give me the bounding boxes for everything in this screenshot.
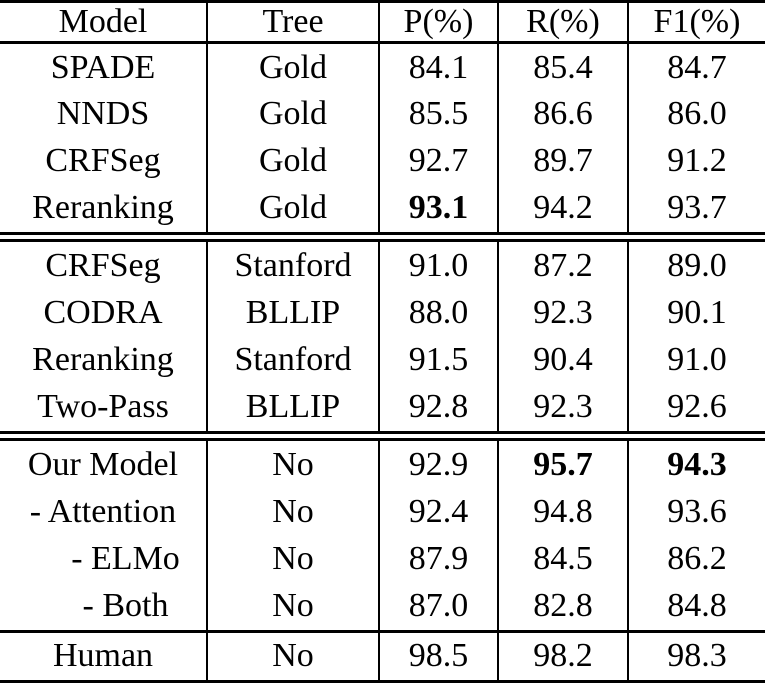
cell-recall: 92.3 <box>497 290 628 337</box>
cell-precision: 85.5 <box>378 91 498 138</box>
col-header-model: Model <box>58 3 148 40</box>
cell-recall: 90.4 <box>497 336 628 384</box>
cell-f1: 90.1 <box>627 290 765 337</box>
table-row: Reranking Gold 93.1 94.2 93.7 <box>0 184 765 238</box>
table-row: - Both No 87.0 82.8 84.8 <box>0 582 765 631</box>
cell-tree: Stanford <box>206 237 379 291</box>
cell-model: Reranking <box>32 189 174 227</box>
table-row: SPADE Gold 84.1 85.4 84.7 <box>0 42 765 92</box>
cell-recall: 94.2 <box>497 184 628 238</box>
table-row: NNDS Gold 85.5 86.6 86.0 <box>0 91 765 138</box>
cell-precision: 84.1 <box>378 42 498 92</box>
cell-model: Our Model <box>27 446 179 484</box>
cell-recall: 84.5 <box>497 535 628 583</box>
cell-recall: 85.4 <box>497 42 628 92</box>
cell-precision: 92.7 <box>378 137 498 185</box>
table-row: - ELMo No 87.9 84.5 86.2 <box>0 535 765 583</box>
cell-model: CRFSeg <box>45 247 161 285</box>
cell-tree: Stanford <box>206 336 379 384</box>
cell-precision: 88.0 <box>378 290 498 337</box>
table-row: CRFSeg Gold 92.7 89.7 91.2 <box>0 137 765 185</box>
cell-tree: Gold <box>206 91 379 138</box>
cell-precision: 92.4 <box>378 489 498 536</box>
cell-recall: 87.2 <box>497 237 628 291</box>
cell-precision: 98.5 <box>378 631 498 682</box>
cell-model: CODRA <box>43 294 163 332</box>
cell-precision: 87.9 <box>378 535 498 583</box>
cell-recall: 82.8 <box>497 582 628 631</box>
cell-f1: 86.2 <box>627 535 765 583</box>
cell-tree: BLLIP <box>206 290 379 337</box>
cell-f1: 89.0 <box>627 237 765 291</box>
cell-f1: 92.6 <box>627 383 765 437</box>
cell-f1: 93.7 <box>627 184 765 238</box>
cell-recall: 94.8 <box>497 489 628 536</box>
cell-tree: BLLIP <box>206 383 379 437</box>
cell-f1: 84.8 <box>627 582 765 631</box>
cell-tree: No <box>206 582 379 631</box>
cell-recall: 89.7 <box>497 137 628 185</box>
table-row: Human No 98.5 98.2 98.3 <box>0 631 765 682</box>
table-row: - Attention No 92.4 94.8 93.6 <box>0 489 765 536</box>
table-row: Two-Pass BLLIP 92.8 92.3 92.6 <box>0 383 765 437</box>
cell-model: Two-Pass <box>37 388 169 426</box>
cell-precision: 91.5 <box>378 336 498 384</box>
cell-model: NNDS <box>56 95 150 133</box>
cell-model: - ELMo <box>71 540 180 578</box>
cell-model: - Attention <box>29 493 177 531</box>
cell-f1-best: 94.3 <box>627 436 765 490</box>
cell-tree: No <box>206 631 379 682</box>
cell-f1: 84.7 <box>627 42 765 92</box>
cell-recall: 86.6 <box>497 91 628 138</box>
cell-precision: 91.0 <box>378 237 498 291</box>
table-row: CODRA BLLIP 88.0 92.3 90.1 <box>0 290 765 337</box>
cell-tree: No <box>206 489 379 536</box>
cell-precision: 92.8 <box>378 383 498 437</box>
table-row: Our Model No 92.9 95.7 94.3 <box>0 436 765 490</box>
cell-f1: 91.2 <box>627 137 765 185</box>
cell-model: Reranking <box>32 341 174 379</box>
cell-f1: 91.0 <box>627 336 765 384</box>
cell-tree: No <box>206 535 379 583</box>
cell-model: - Both <box>82 586 169 624</box>
cell-model: Human <box>52 637 154 675</box>
cell-tree: Gold <box>206 137 379 185</box>
cell-tree: Gold <box>206 42 379 92</box>
cell-recall: 92.3 <box>497 383 628 437</box>
cell-tree: No <box>206 436 379 490</box>
col-header-tree: Tree <box>206 1 379 43</box>
cell-f1: 98.3 <box>627 631 765 682</box>
cell-precision: 87.0 <box>378 582 498 631</box>
cell-tree: Gold <box>206 184 379 238</box>
cell-precision-best: 93.1 <box>378 184 498 238</box>
col-header-precision: P(%) <box>378 1 498 43</box>
cell-model: CRFSeg <box>45 142 161 180</box>
cell-f1: 86.0 <box>627 91 765 138</box>
col-header-f1: F1(%) <box>627 1 765 43</box>
col-header-recall: R(%) <box>497 1 628 43</box>
cell-f1: 93.6 <box>627 489 765 536</box>
table-row: Reranking Stanford 91.5 90.4 91.0 <box>0 336 765 384</box>
cell-model: SPADE <box>50 48 156 86</box>
cell-recall: 98.2 <box>497 631 628 682</box>
cell-recall-best: 95.7 <box>497 436 628 490</box>
header-row: Model Tree P(%) R(%) F1(%) <box>0 1 765 43</box>
table-row: CRFSeg Stanford 91.0 87.2 89.0 <box>0 237 765 291</box>
cell-precision: 92.9 <box>378 436 498 490</box>
